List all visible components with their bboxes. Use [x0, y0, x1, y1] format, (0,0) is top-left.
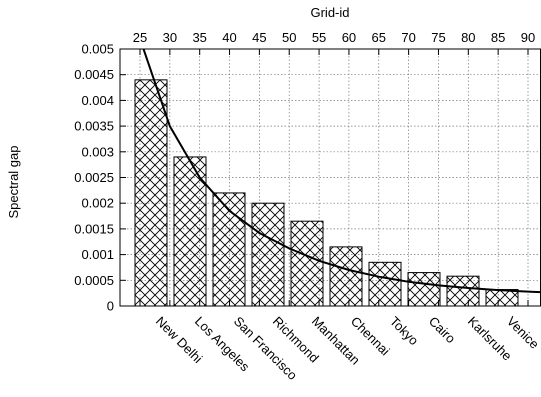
y-tick-label: 0.001	[81, 247, 114, 262]
bar	[329, 246, 363, 307]
top-axis-title: Grid-id	[310, 5, 349, 20]
y-tick-label: 0.0025	[74, 170, 114, 185]
y-tick-label: 0.004	[81, 93, 114, 108]
y-tick-label: 0.0035	[74, 119, 114, 134]
bar	[173, 156, 207, 307]
top-tick-label: 55	[312, 30, 326, 45]
top-tick-label: 85	[491, 30, 505, 45]
category-label: Cairo	[426, 314, 459, 347]
y-axis-ticks: 0 0.0005 0.001 0.0015 0.002 0.0025 0.003 0.0035…	[74, 42, 126, 314]
bars	[134, 79, 519, 307]
top-tick-label: 35	[192, 30, 206, 45]
top-tick-label: 60	[342, 30, 356, 45]
top-tick-label: 50	[282, 30, 296, 45]
top-tick-label: 70	[401, 30, 415, 45]
bar	[407, 272, 441, 307]
top-tick-label: 75	[431, 30, 445, 45]
bar	[290, 220, 324, 307]
top-tick-label: 25	[133, 30, 147, 45]
fit-curve	[142, 49, 541, 294]
y-tick-label: 0.005	[81, 42, 114, 57]
category-label: Venice	[504, 314, 541, 352]
top-tick-label: 65	[372, 30, 386, 45]
top-tick-label: 80	[461, 30, 475, 45]
bar	[368, 261, 402, 307]
top-tick-label: 90	[521, 30, 535, 45]
y-tick-label: 0	[107, 299, 114, 314]
top-tick-label: 45	[252, 30, 266, 45]
y-tick-label: 0.0015	[74, 221, 114, 236]
bar	[446, 275, 480, 307]
y-tick-label: 0.0045	[74, 67, 114, 82]
top-axis-ticks: 25 30 35 40 45 50 55 60 65 70 75 80 85 90	[133, 30, 535, 306]
top-tick-label: 30	[163, 30, 177, 45]
bar	[251, 202, 285, 307]
bar	[485, 289, 519, 307]
y-tick-label: 0.003	[81, 144, 114, 159]
top-tick-label: 40	[222, 30, 236, 45]
bar	[134, 79, 168, 307]
category-label: Tokyo	[387, 314, 422, 349]
y-tick-label: 0.002	[81, 196, 114, 211]
y-tick-label: 0.0005	[74, 273, 114, 288]
y-axis-title: Spectral gap	[6, 146, 21, 219]
